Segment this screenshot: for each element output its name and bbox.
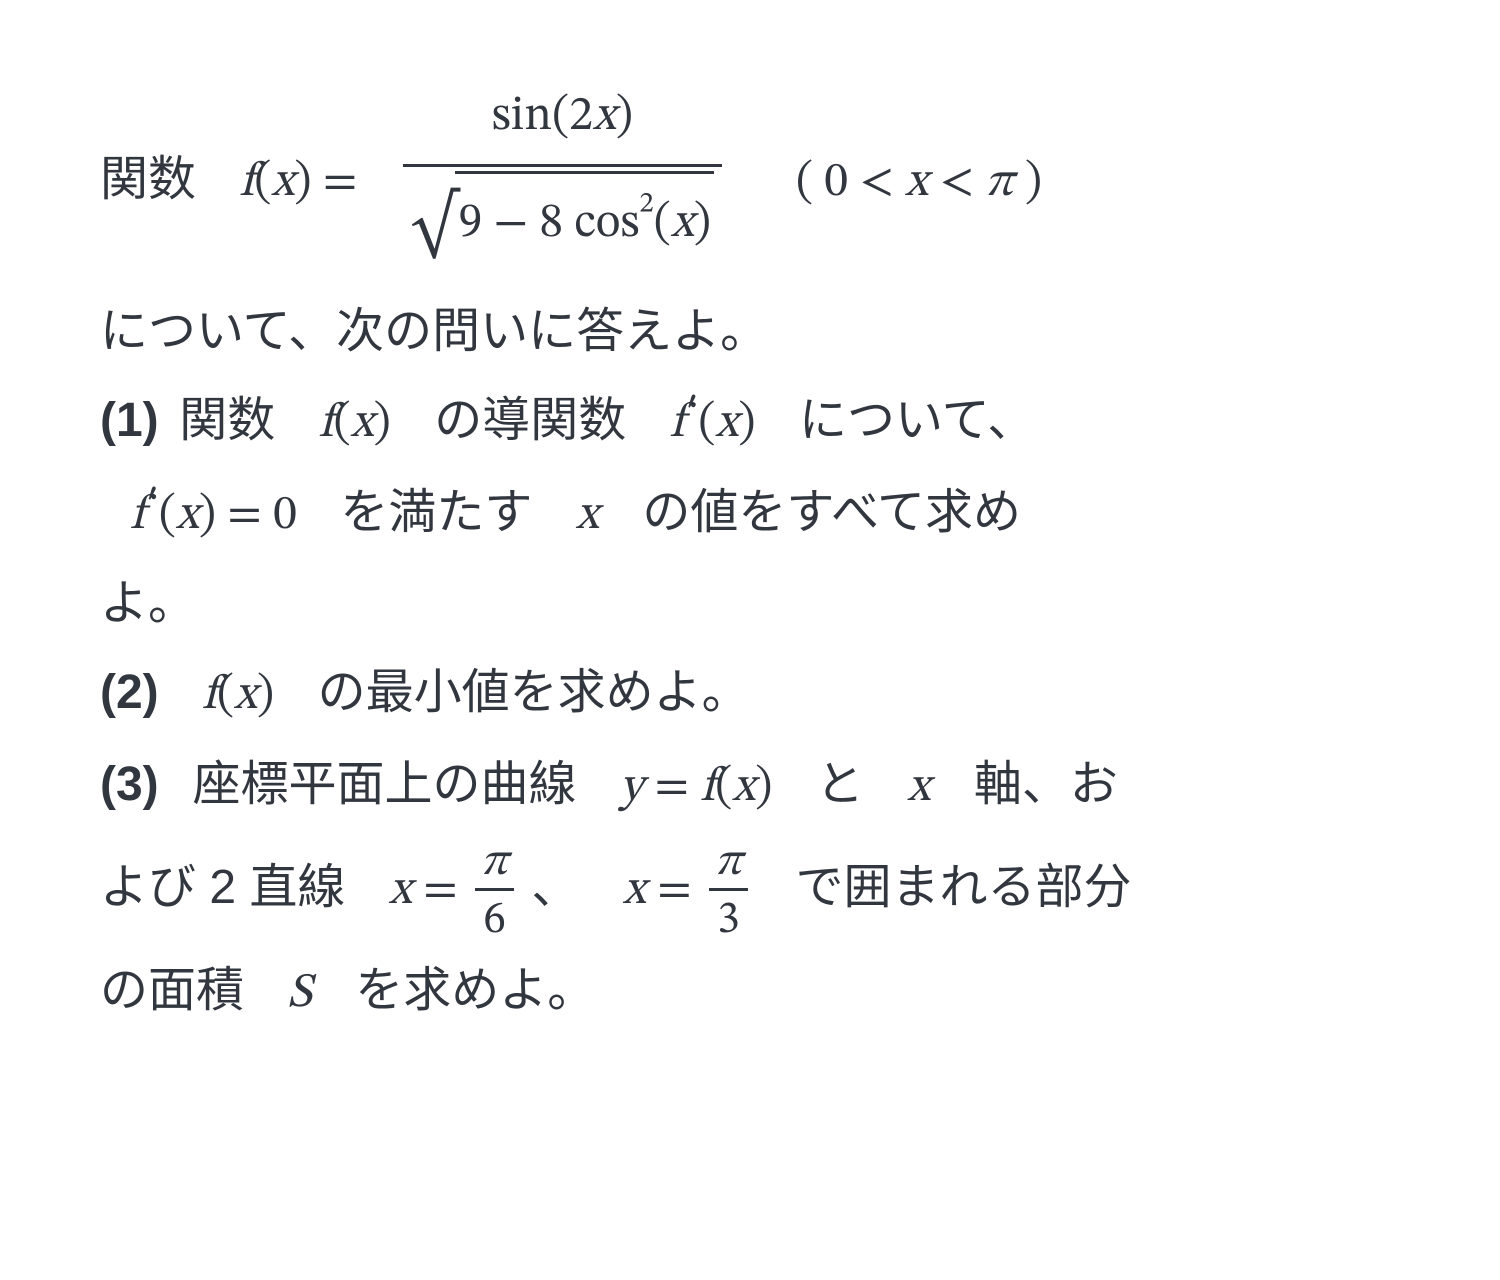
q3-line3-a: の面積 bbox=[100, 964, 244, 1017]
q2-fx: f(x) bbox=[202, 672, 274, 720]
intro-fraction: sin(2x) √ 9 − 8 cos2(x) bbox=[403, 70, 722, 284]
q1-var-x: x bbox=[576, 492, 599, 540]
intro-prefix: 関数 bbox=[100, 153, 196, 206]
math-problem-page: 関数 f(x) = sin(2x) √ 9 − 8 cos2(x) ( 0 < … bbox=[0, 0, 1500, 1109]
q3-frac-1: π 6 bbox=[475, 833, 514, 947]
q3-line-1: (3) 座標平面上の曲線 y = f(x) と x 軸、お bbox=[100, 741, 1420, 833]
cos-arg: (x) bbox=[654, 200, 711, 248]
q2-label: (2) bbox=[100, 666, 159, 719]
q1-eq: f′(x) = 0 bbox=[130, 492, 297, 540]
q3-eq: y = f(x) bbox=[620, 764, 772, 812]
q3-label: (3) bbox=[100, 758, 159, 811]
q3-text-a: 座標平面上の曲線 bbox=[193, 758, 577, 811]
cos-op: cos bbox=[574, 200, 639, 248]
intro-func-lhs: f(x) = bbox=[240, 159, 369, 207]
q1-mid: を満たす bbox=[340, 486, 532, 539]
q3-text-b: と bbox=[816, 758, 864, 811]
sin-op: sin bbox=[492, 93, 552, 141]
q3-sep: 、 bbox=[531, 861, 579, 914]
sqrt: √ 9 − 8 cos2(x) bbox=[411, 171, 714, 284]
q3-frac1-num: π bbox=[481, 839, 508, 885]
domain-expr: 0 < x < π bbox=[824, 159, 1013, 207]
q3-line3-b: を求めよ。 bbox=[355, 964, 595, 1017]
q1-line-3: よ。 bbox=[100, 560, 1420, 649]
q3-xeq-2: x = bbox=[623, 867, 692, 915]
q3-line-3: の面積 S を求めよ。 bbox=[100, 947, 1420, 1039]
q1-line-1: (1) 関数 f(x) の導関数 f′(x) について、 bbox=[100, 377, 1420, 469]
q3-frac-2: π 3 bbox=[709, 833, 748, 947]
intro-frac-den: √ 9 − 8 cos2(x) bbox=[403, 167, 722, 284]
q3-frac2-den: 3 bbox=[717, 897, 740, 943]
q3-S: S bbox=[288, 970, 312, 1018]
sin-arg: (2x) bbox=[552, 93, 633, 141]
q1-line-2: f′(x) = 0 を満たす x の値をすべて求め bbox=[100, 469, 1420, 561]
domain-close: ) bbox=[1014, 159, 1042, 207]
sqrt-const: 9 − 8 bbox=[458, 200, 574, 248]
q2-line: (2) f(x) の最小値を求めよ。 bbox=[100, 649, 1420, 741]
q3-xeq-1: x = bbox=[389, 867, 458, 915]
domain-open: ( bbox=[796, 159, 824, 207]
q3-frac1-den: 6 bbox=[483, 897, 506, 943]
q1-label: (1) bbox=[100, 394, 159, 447]
q3-xaxis: x bbox=[907, 764, 930, 812]
q3-frac2-num: π bbox=[715, 839, 742, 885]
q3-line2-tail: で囲まれる部分 bbox=[795, 861, 1131, 914]
q1-fx: f(x) bbox=[319, 400, 391, 448]
q3-text-c: 軸、お bbox=[974, 758, 1118, 811]
cos-exp: 2 bbox=[639, 189, 653, 218]
q3-line-2: よび 2 直線 x = π 6 、 x = π 3 で囲まれる部分 bbox=[100, 833, 1420, 947]
q1-tail: の値をすべて求め bbox=[642, 486, 1021, 539]
q3-line2-a: よび 2 直線 bbox=[100, 861, 345, 914]
q2-tail: の最小値を求めよ。 bbox=[318, 666, 750, 719]
q1-fpx: f′(x) bbox=[670, 400, 756, 448]
intro-line-2: について、次の問いに答えよ。 bbox=[100, 288, 1420, 377]
intro-frac-num: sin(2x) bbox=[403, 70, 722, 167]
q1-text-b: の導関数 bbox=[434, 394, 626, 447]
intro-line-1: 関数 f(x) = sin(2x) √ 9 − 8 cos2(x) ( 0 < … bbox=[100, 70, 1420, 284]
q1-text-a: 関数 bbox=[179, 394, 275, 447]
q1-text-c: について、 bbox=[799, 394, 1035, 447]
